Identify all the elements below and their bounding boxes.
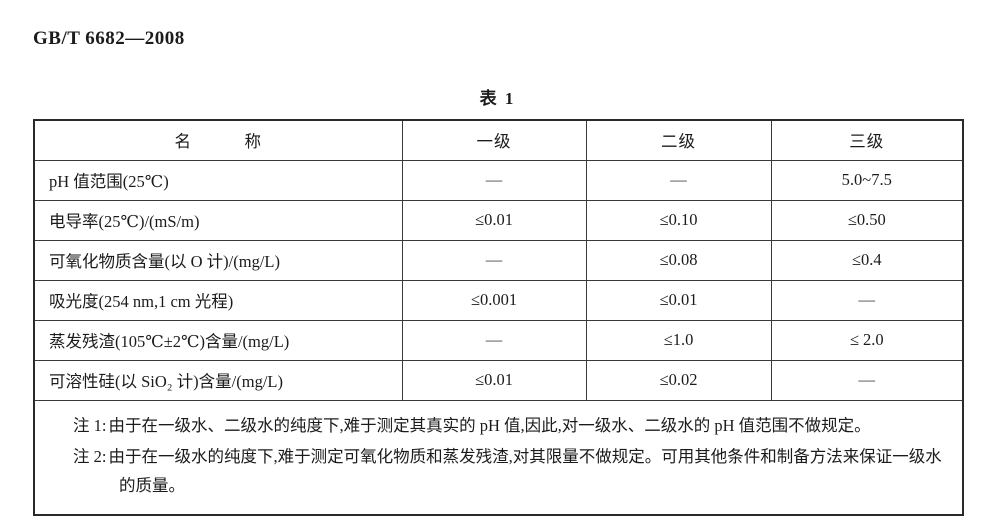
row-grade2: ≤0.08 xyxy=(585,239,772,281)
header-row: 名 称 一级 二级 三级 xyxy=(33,119,964,161)
note-1-text: 由于在一级水、二级水的纯度下,难于测定其真实的 pH 值,因此,对一级水、二级水… xyxy=(108,415,871,435)
col-header-grade1: 一级 xyxy=(401,119,587,161)
col-header-name: 名 称 xyxy=(33,119,403,161)
row-grade3: — xyxy=(770,279,964,321)
row-name: 蒸发残渣(105℃±2℃)含量/(mg/L) xyxy=(33,319,403,361)
notes-row: 注 1: 由于在一级水、二级水的纯度下,难于测定其真实的 pH 值,因此,对一级水… xyxy=(33,399,964,515)
row-grade2: — xyxy=(585,159,772,201)
row-grade3: ≤0.4 xyxy=(770,239,964,281)
row-name: 可氧化物质含量(以 O 计)/(mg/L) xyxy=(33,239,403,281)
table-row-oxidizable: 可氧化物质含量(以 O 计)/(mg/L) — ≤0.08 ≤0.4 xyxy=(33,239,964,281)
row-name: 电导率(25℃)/(mS/m) xyxy=(33,199,403,241)
table-row-evaporation-residue: 蒸发残渣(105℃±2℃)含量/(mg/L) — ≤1.0 ≤ 2.0 xyxy=(33,319,964,361)
row-name: 可溶性硅(以 SiO₂ 计)含量/(mg/L) xyxy=(33,359,403,401)
row-grade3: ≤ 2.0 xyxy=(770,319,964,361)
table-note-2: 注 2: 由于在一级水的纯度下,难于测定可氧化物质和蒸发残渣,对其限量不做规定。可… xyxy=(73,442,944,500)
table-row-absorbance: 吸光度(254 nm,1 cm 光程) ≤0.001 ≤0.01 — xyxy=(33,279,964,321)
table-notes: 注 1: 由于在一级水、二级水的纯度下,难于测定其真实的 pH 值,因此,对一级水… xyxy=(33,399,964,515)
row-name: 吸光度(254 nm,1 cm 光程) xyxy=(33,279,403,321)
row-grade2: ≤0.10 xyxy=(585,199,772,241)
row-grade1: ≤0.01 xyxy=(401,359,587,401)
table-row-soluble-silica: 可溶性硅(以 SiO₂ 计)含量/(mg/L) ≤0.01 ≤0.02 — xyxy=(33,359,964,401)
table-caption: 表 1 xyxy=(479,89,516,108)
table-row-conductivity: 电导率(25℃)/(mS/m) ≤0.01 ≤0.10 ≤0.50 xyxy=(33,199,964,241)
row-grade1: ≤0.001 xyxy=(401,279,587,321)
row-grade2: ≤0.01 xyxy=(585,279,772,321)
note-2-label: 注 2: xyxy=(73,446,107,466)
row-name: pH 值范围(25℃) xyxy=(33,159,403,201)
water-grade-spec-table: 名 称 一级 二级 三级 pH 值范围(25℃) — — 5.0~7.5 电导率… xyxy=(33,119,964,516)
row-grade3: — xyxy=(770,359,964,401)
row-grade2: ≤1.0 xyxy=(585,319,772,361)
row-grade2: ≤0.02 xyxy=(585,359,772,401)
col-header-grade3: 三级 xyxy=(770,119,964,161)
note-2-text: 由于在一级水的纯度下,难于测定可氧化物质和蒸发残渣,对其限量不做规定。可用其他条… xyxy=(108,446,942,495)
row-grade1: ≤0.01 xyxy=(401,199,587,241)
table-note-1: 注 1: 由于在一级水、二级水的纯度下,难于测定其真实的 pH 值,因此,对一级水… xyxy=(73,411,944,440)
row-grade1: — xyxy=(401,159,587,201)
col-header-grade2: 二级 xyxy=(585,119,772,161)
table-row-ph: pH 值范围(25℃) — — 5.0~7.5 xyxy=(33,159,964,201)
row-grade3: ≤0.50 xyxy=(770,199,964,241)
note-1-label: 注 1: xyxy=(73,415,107,435)
row-grade3: 5.0~7.5 xyxy=(770,159,964,201)
row-grade1: — xyxy=(401,239,587,281)
row-grade1: — xyxy=(401,319,587,361)
standard-number: GB/T 6682—2008 xyxy=(33,28,185,49)
